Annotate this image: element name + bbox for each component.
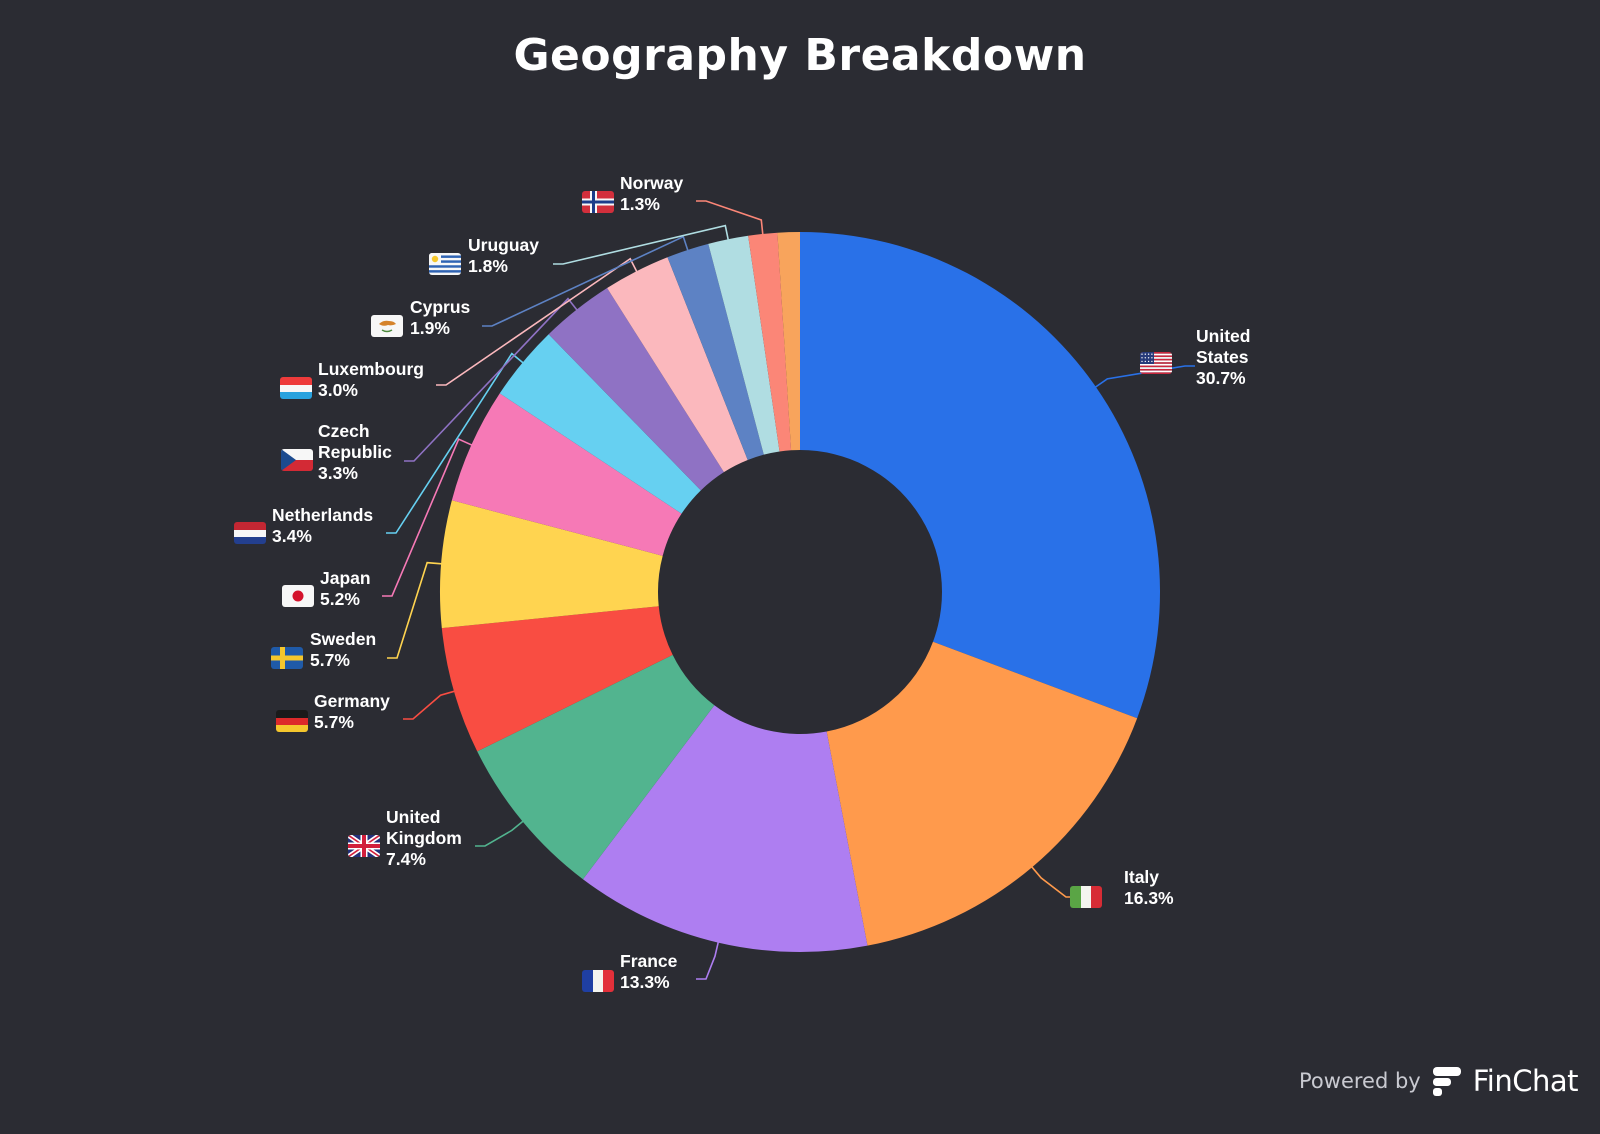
percent-czech-republic: 3.3% xyxy=(318,463,358,483)
leader-line-united-kingdom xyxy=(475,819,525,847)
slice-cyprus[interactable] xyxy=(667,243,764,460)
fr-flag-icon xyxy=(582,970,614,992)
leader-line-italy xyxy=(1030,865,1076,898)
leader-line-sweden xyxy=(387,561,444,659)
slice-czech-republic[interactable] xyxy=(548,288,724,491)
cy-flag-icon xyxy=(371,315,403,337)
chart-title: Geography Breakdown xyxy=(513,30,1087,81)
slice-germany[interactable] xyxy=(441,606,673,752)
percent-france: 13.3% xyxy=(620,972,670,992)
percent-norway: 1.3% xyxy=(620,194,660,214)
percent-netherlands: 3.4% xyxy=(272,526,312,546)
us-flag-icon xyxy=(1140,352,1172,374)
label-netherlands: Netherlands xyxy=(272,505,373,525)
percent-japan: 5.2% xyxy=(320,589,360,609)
slice-uruguay[interactable] xyxy=(708,235,780,455)
leader-line-uruguay xyxy=(553,224,730,265)
label-czech-republic: Czech Republic xyxy=(318,421,392,462)
se-flag-icon xyxy=(271,647,303,669)
lu-flag-icon xyxy=(280,377,312,399)
slice-sweden[interactable] xyxy=(440,500,663,629)
jp-flag-icon xyxy=(282,585,314,607)
no-flag-icon xyxy=(582,191,614,213)
slice-other[interactable] xyxy=(777,232,800,451)
leader-line-czech-republic xyxy=(404,297,579,462)
slice-luxembourg[interactable] xyxy=(607,257,748,473)
label-uruguay: Uruguay xyxy=(468,235,539,255)
slice-united-kingdom[interactable] xyxy=(477,654,715,880)
percent-germany: 5.7% xyxy=(314,712,354,732)
percent-cyprus: 1.9% xyxy=(410,318,450,338)
percent-uruguay: 1.8% xyxy=(468,256,508,276)
leader-line-norway xyxy=(696,200,764,237)
finchat-logo-icon xyxy=(1432,1067,1461,1096)
leader-line-japan xyxy=(382,438,474,597)
de-flag-icon xyxy=(276,710,308,732)
percent-italy: 16.3% xyxy=(1124,888,1174,908)
label-norway: Norway xyxy=(620,173,683,193)
label-germany: Germany xyxy=(314,691,390,711)
finchat-brand-name[interactable]: FinChat xyxy=(1472,1064,1579,1098)
label-cyprus: Cyprus xyxy=(410,297,471,317)
leader-line-germany xyxy=(403,690,457,720)
slice-italy[interactable] xyxy=(826,641,1138,946)
it-flag-icon xyxy=(1070,886,1102,908)
label-france: France xyxy=(620,951,678,971)
powered-by-text: Powered by xyxy=(1299,1069,1421,1093)
percent-sweden: 5.7% xyxy=(310,650,350,670)
leader-line-france xyxy=(696,940,720,980)
cz-flag-icon xyxy=(281,449,313,471)
label-italy: Italy xyxy=(1124,867,1159,887)
powered-by-footer: Powered by FinChat xyxy=(1299,1064,1579,1098)
slice-france[interactable] xyxy=(582,705,868,952)
uy-flag-icon xyxy=(429,253,461,275)
percent-united-states: 30.7% xyxy=(1196,368,1246,388)
slice-netherlands[interactable] xyxy=(499,334,701,514)
slice-norway[interactable] xyxy=(748,232,792,452)
leader-line-netherlands xyxy=(386,352,525,534)
label-united-kingdom: United Kingdom xyxy=(386,807,462,848)
label-united-states: United States xyxy=(1196,326,1250,367)
percent-united-kingdom: 7.4% xyxy=(386,849,426,869)
label-sweden: Sweden xyxy=(310,629,376,649)
leader-line-luxembourg xyxy=(436,257,639,386)
leader-line-cyprus xyxy=(482,235,690,327)
percent-luxembourg: 3.0% xyxy=(318,380,358,400)
label-luxembourg: Luxembourg xyxy=(318,359,424,379)
slice-japan[interactable] xyxy=(451,393,682,556)
nl-flag-icon xyxy=(234,522,266,544)
label-japan: Japan xyxy=(320,568,371,588)
gb-flag-icon xyxy=(348,835,380,857)
slice-united-states[interactable] xyxy=(800,232,1161,719)
